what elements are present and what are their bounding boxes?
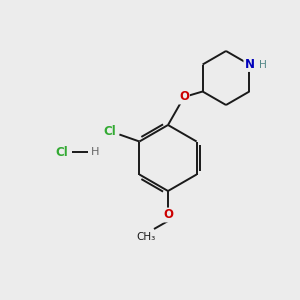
Text: O: O bbox=[163, 208, 173, 221]
Text: O: O bbox=[179, 91, 189, 103]
Text: Cl: Cl bbox=[103, 125, 116, 138]
Text: H: H bbox=[91, 147, 99, 157]
Text: H: H bbox=[260, 59, 267, 70]
Text: N: N bbox=[244, 58, 254, 71]
Text: Cl: Cl bbox=[56, 146, 68, 158]
Text: CH₃: CH₃ bbox=[136, 232, 156, 242]
